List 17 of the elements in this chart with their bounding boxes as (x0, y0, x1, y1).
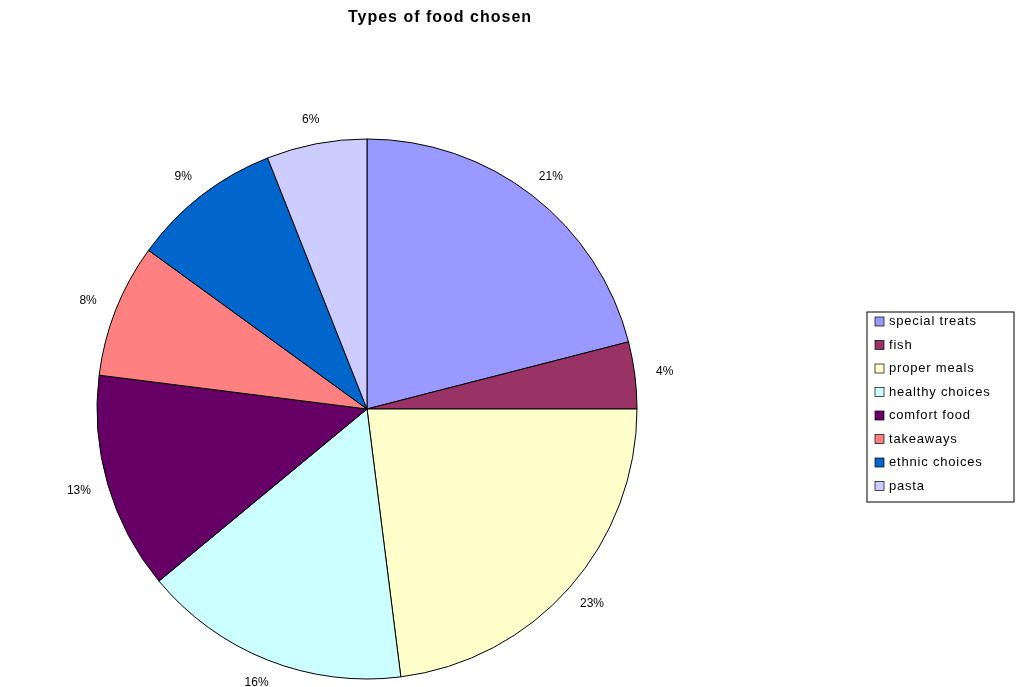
data-label: 9% (174, 168, 193, 183)
legend-label: fish (889, 336, 913, 352)
legend-label: healthy choices (889, 383, 991, 399)
data-label: 8% (79, 292, 98, 307)
data-label: 23% (580, 595, 605, 610)
data-label: 4% (655, 364, 674, 379)
legend-label: comfort food (889, 407, 971, 423)
legend-label: pasta (889, 477, 925, 493)
legend-label: takeaways (889, 430, 958, 446)
legend-label: proper meals (889, 360, 975, 376)
data-label: 21% (538, 168, 564, 183)
data-label: 16% (244, 674, 269, 687)
legend-label: special treats (889, 313, 977, 329)
data-label: 6% (302, 112, 320, 127)
data-label: 13% (66, 483, 92, 498)
chart-title: Types of food chosen (347, 8, 533, 25)
legend-label: ethnic choices (889, 454, 983, 470)
